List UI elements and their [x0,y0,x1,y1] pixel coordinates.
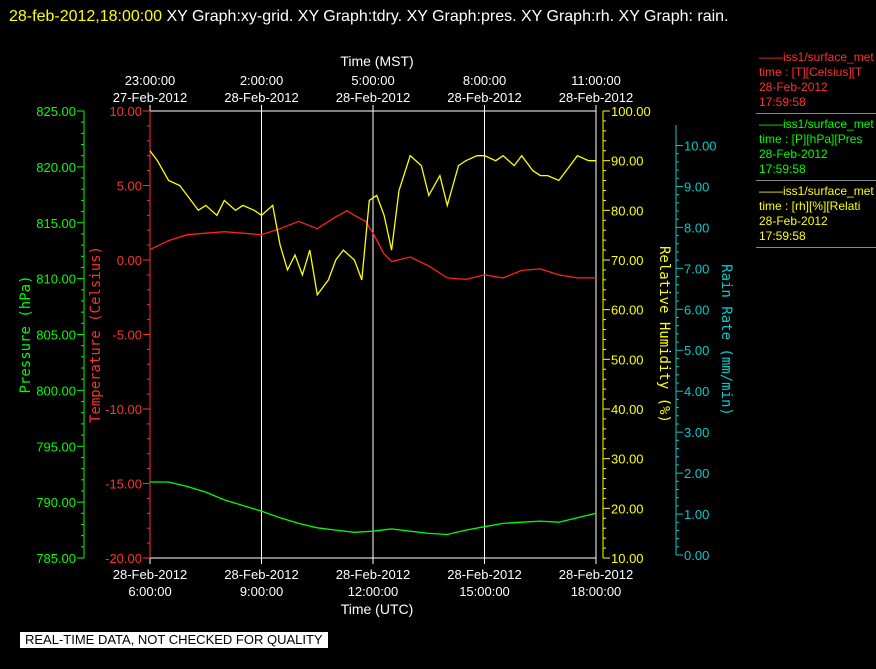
legend-line: ——iss1/surface_met [759,117,874,131]
pressure-tick-label: 795.00 [36,439,76,454]
rain-tick-label: 9.00 [684,179,709,194]
x-top-tick-label-date: 28-Feb-2012 [336,90,410,105]
x-top-axis-label: Time (MST) [340,53,413,69]
rain-tick-label: 7.00 [684,261,709,276]
temperature-tick-label: 5.00 [117,179,142,194]
rain-axis-label: Rain Rate (mm/min) [718,264,734,416]
pressure-series-line [150,481,597,536]
temperature-series-line [149,210,596,281]
rh-tick-label: 50.00 [611,352,644,367]
quality-notice: REAL-TIME DATA, NOT CHECKED FOR QUALITY [20,632,328,648]
pressure-axis-label: Pressure (hPa) [18,275,34,393]
temperature-tick-label: 0.00 [117,253,142,268]
rh-tick-label: 80.00 [611,203,644,218]
pressure-tick-label: 785.00 [36,551,76,566]
rh-tick-label: 40.00 [611,402,644,417]
legend-line: time : [rh][%][Relati [759,199,861,213]
rain-tick-label: 2.00 [684,466,709,481]
legend: ——iss1/surface_met time : [T][Celsius][T 2… [756,50,876,251]
x-top-tick-label-date: 28-Feb-2012 [447,90,521,105]
temperature-tick-label: -20.00 [105,551,142,566]
rain-tick-label: 5.00 [684,343,709,358]
rh-tick-label: 70.00 [611,253,644,268]
x-top-tick-label-time: 11:00:00 [571,73,621,88]
rh-tick-label: 30.00 [611,452,644,467]
legend-entry: ——iss1/surface_met time : [P][hPa][Pres 28… [756,117,876,181]
rain-tick-label: 6.00 [684,302,709,317]
legend-line: 28-Feb-2012 [759,80,828,94]
x-tick-label-time: 12:00:00 [348,584,399,599]
x-top-tick-label-date: 28-Feb-2012 [559,90,633,105]
rh-tick-label: 60.00 [611,303,644,318]
legend-line: 17:59:58 [759,162,806,176]
rh-tick-label: 20.00 [611,501,644,516]
rain-tick-label: 10.00 [684,138,717,153]
x-top-tick-label-date: 28-Feb-2012 [224,90,298,105]
graph-title: 28-feb-2012,18:00:00 XY Graph:xy-grid. X… [9,2,859,32]
temperature-tick-label: -15.00 [105,477,142,492]
rain-tick-label: 4.00 [684,384,709,399]
temperature-tick-label: 10.00 [109,104,142,119]
x-tick-label-date: 28-Feb-2012 [224,567,298,582]
pressure-tick-label: 825.00 [36,104,76,119]
legend-line: 28-Feb-2012 [759,214,828,228]
rh-axis-label: Relative Humidity (%) [656,246,672,423]
x-tick-label-time: 15:00:00 [459,584,510,599]
x-bottom-axis-label: Time (UTC) [341,601,414,617]
x-tick-label-time: 6:00:00 [128,584,171,599]
x-top-tick-label-time: 5:00:00 [351,73,394,88]
legend-line: time : [T][Celsius][T [759,65,863,79]
legend-line: 28-Feb-2012 [759,147,828,161]
temperature-axis-label: Temperature (Celsius) [88,246,104,423]
title-date: 28-feb-2012,18:00:00 [9,8,163,25]
rh-tick-label: 10.00 [611,551,644,566]
rh-tick-label: 100.00 [611,104,651,119]
x-top-tick-label-date: 27-Feb-2012 [113,90,187,105]
x-top-tick-label-time: 2:00:00 [240,73,283,88]
temperature-tick-label: -10.00 [105,402,142,417]
legend-line: ——iss1/surface_met [759,184,874,198]
x-tick-label-date: 28-Feb-2012 [113,567,187,582]
pressure-tick-label: 790.00 [36,495,76,510]
pressure-tick-label: 805.00 [36,328,76,343]
legend-line: ——iss1/surface_met [759,50,874,64]
legend-line: time : [P][hPa][Pres [759,132,863,146]
title-text: XY Graph:xy-grid. XY Graph:tdry. XY Grap… [166,8,729,25]
rain-tick-label: 8.00 [684,220,709,235]
pressure-tick-label: 815.00 [36,216,76,231]
temperature-tick-label: -5.00 [112,328,142,343]
legend-line: 17:59:58 [759,229,806,243]
pressure-tick-label: 810.00 [36,272,76,287]
x-tick-label-time: 9:00:00 [240,584,283,599]
x-top-tick-label-time: 23:00:00 [125,73,176,88]
rain-tick-label: 0.00 [684,548,709,563]
rain-tick-label: 1.00 [684,507,709,522]
pressure-tick-label: 800.00 [36,383,76,398]
x-tick-label-date: 28-Feb-2012 [559,567,633,582]
x-tick-label-date: 28-Feb-2012 [336,567,410,582]
rain-tick-label: 3.00 [684,425,709,440]
legend-entry: ——iss1/surface_met time : [T][Celsius][T 2… [756,50,876,114]
legend-line: 17:59:58 [759,95,806,109]
rh-tick-label: 90.00 [611,154,644,169]
x-top-tick-label-time: 8:00:00 [463,73,506,88]
legend-entry: ——iss1/surface_met time : [rh][%][Relati 2… [756,184,876,248]
pressure-tick-label: 820.00 [36,160,76,175]
rh-series-line [149,150,596,297]
x-tick-label-date: 28-Feb-2012 [447,567,521,582]
x-tick-label-time: 18:00:00 [571,584,622,599]
